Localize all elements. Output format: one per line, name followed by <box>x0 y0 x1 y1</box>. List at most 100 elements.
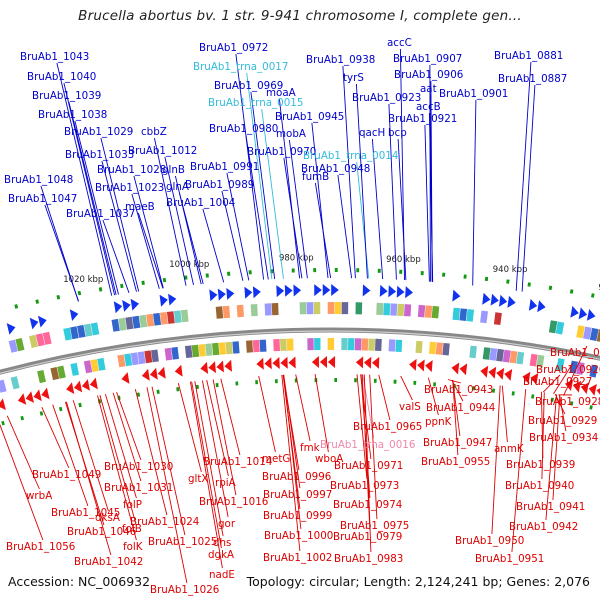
reverse-gene-label[interactable]: BruAb1_0974 <box>333 499 402 511</box>
reverse-gene-label[interactable]: BruAb1_0971 <box>334 460 403 472</box>
reverse-gene-label[interactable]: BruAb1_0939 <box>506 459 575 471</box>
forward-gene-label[interactable]: accC <box>387 37 412 49</box>
reverse-gene-label[interactable]: BruAb1_1056 <box>6 541 75 553</box>
reverse-gene-label[interactable]: BruAb1_1042 <box>74 556 143 568</box>
reverse-gene-label[interactable]: BruAb1_0965 <box>353 421 422 433</box>
forward-gene-label[interactable]: BruAb1_1037 <box>66 208 135 220</box>
forward-gene-label[interactable]: BruAb1_trna_0014 <box>303 150 398 162</box>
reverse-gene-label[interactable]: BruAb1_0934 <box>529 432 598 444</box>
reverse-gene-label[interactable]: BruAb1_0943 <box>424 384 493 396</box>
reverse-gene-label[interactable]: ppnK <box>425 416 452 428</box>
forward-gene-label[interactable]: tyrS <box>343 72 364 84</box>
reverse-gene-label[interactable]: BruAb1_1045 <box>51 507 120 519</box>
forward-gene-label[interactable]: moaA <box>266 87 296 99</box>
forward-gene-label[interactable]: BruAb1_0881 <box>494 50 563 62</box>
reverse-gene-label[interactable]: BruAb1_0979 <box>333 531 402 543</box>
forward-gene-label[interactable]: BruAb1_trna_0017 <box>193 61 288 73</box>
forward-gene-label[interactable]: BruAb1_trna_0015 <box>208 97 303 109</box>
reverse-gene-label[interactable]: BruAb1_0940 <box>505 480 574 492</box>
forward-gene-label[interactable]: BruAb1_0921 <box>388 113 457 125</box>
forward-gene-label[interactable]: BruAb1_0969 <box>214 80 283 92</box>
forward-gene-label[interactable]: BruAb1_0923 <box>352 92 421 104</box>
forward-gene-label[interactable]: fumB <box>302 171 329 183</box>
reverse-gene-label[interactable]: valS <box>399 401 421 413</box>
reverse-gene-label[interactable]: BruAb1_1031 <box>104 482 173 494</box>
forward-gene-label[interactable]: BruAb1_1033 <box>65 149 134 161</box>
forward-gene-label[interactable]: BruAb1_0972 <box>199 42 268 54</box>
forward-gene-label[interactable]: BruAb1_1040 <box>27 71 96 83</box>
forward-gene-label[interactable]: BruAb1_0907 <box>393 53 462 65</box>
forward-gene-label[interactable]: BruAb1_0938 <box>306 54 375 66</box>
reverse-gene-label[interactable]: BruAb1_0929 <box>528 415 597 427</box>
forward-gene-label[interactable]: BruAb1_1029 <box>64 126 133 138</box>
reverse-gene-label[interactable]: BruAb1_0996 <box>262 471 331 483</box>
reverse-gene-label[interactable]: folP <box>123 499 142 511</box>
reverse-gene-label[interactable]: BruAb1_1025 <box>148 536 217 548</box>
reverse-gene-label[interactable]: BruAb1_0926 <box>536 364 600 376</box>
reverse-gene-label[interactable]: BruAb1_0928 <box>535 396 600 408</box>
reverse-gene-label[interactable]: BruAb1_0950 <box>455 535 524 547</box>
reverse-gene-label[interactable]: BruAb1_1024 <box>130 516 199 528</box>
reverse-gene-label[interactable]: gor <box>218 518 236 530</box>
forward-gene-label[interactable]: cbbZ <box>141 126 167 138</box>
forward-gene-label[interactable]: glnA <box>166 181 189 193</box>
forward-gene-label[interactable]: qacH <box>359 127 385 139</box>
forward-gene-label[interactable]: BruAb1_1028 <box>97 164 166 176</box>
forward-gene-label[interactable]: BruAb1_0945 <box>275 111 344 123</box>
reverse-gene-label[interactable]: BruAb1_0999 <box>263 510 332 522</box>
reverse-gene-label[interactable]: BruAb1_1016 <box>199 496 268 508</box>
forward-gene-label[interactable]: BruAb1_1038 <box>38 109 107 121</box>
reverse-gene-label[interactable]: wboA <box>315 453 343 465</box>
reverse-gene-label[interactable]: folK <box>123 541 143 553</box>
reverse-gene-label[interactable]: nadE <box>209 569 235 581</box>
forward-gene-label[interactable]: glnB <box>162 164 185 176</box>
reverse-gene-label[interactable]: BruAb1_1049 <box>32 469 101 481</box>
reverse-gene-label[interactable]: dhs <box>213 537 231 549</box>
reverse-gene-label[interactable]: BruAb1_1026 <box>150 584 219 596</box>
reverse-gene-label[interactable]: dgkA <box>208 549 234 561</box>
forward-gene-label[interactable]: aat <box>420 83 437 95</box>
reverse-gene-label[interactable]: wrbA <box>26 490 52 502</box>
reverse-gene-label[interactable]: folB <box>122 523 142 535</box>
reverse-gene-label[interactable]: BruAb1_trna_0016 <box>320 439 415 451</box>
reverse-gene-label[interactable]: BruAb1_0942 <box>509 521 578 533</box>
reverse-gene-label[interactable]: gltX <box>188 473 209 485</box>
forward-gene-label[interactable]: BruAb1_1023 <box>95 182 164 194</box>
reverse-gene-label[interactable]: BruAb1_1014 <box>203 456 272 468</box>
reverse-gene-label[interactable]: BruAb1_0973 <box>330 480 399 492</box>
reverse-gene-label[interactable]: BruAb1_0975 <box>340 520 409 532</box>
forward-gene-label[interactable]: BruAb1_1043 <box>20 51 89 63</box>
reverse-gene-label[interactable]: metG <box>262 453 290 465</box>
forward-gene-label[interactable]: BruAb1_0901 <box>439 88 508 100</box>
forward-gene-label[interactable]: bcp <box>388 127 407 139</box>
forward-gene-label[interactable]: BruAb1_1012 <box>128 145 197 157</box>
forward-gene-label[interactable]: accB <box>416 101 441 113</box>
reverse-gene-label[interactable]: rpiA <box>215 477 236 489</box>
reverse-gene-label[interactable]: BruAb1_1030 <box>104 461 173 473</box>
forward-gene-label[interactable]: BruAb1_1047 <box>8 193 77 205</box>
forward-gene-label[interactable]: BruAb1_0991 <box>190 161 259 173</box>
reverse-gene-label[interactable]: BruAb1_0941 <box>516 501 585 513</box>
reverse-gene-label[interactable]: BruAb1_1046 <box>67 526 136 538</box>
forward-gene-label[interactable]: BruAb1_1004 <box>166 197 235 209</box>
reverse-gene-label[interactable]: BruAb1_0925 <box>550 347 600 359</box>
forward-gene-label[interactable]: BruAb1_0887 <box>498 73 567 85</box>
reverse-gene-label[interactable]: BruAb1_0944 <box>426 402 495 414</box>
reverse-gene-label[interactable]: BruAb1_0947 <box>423 437 492 449</box>
reverse-gene-label[interactable]: BruAb1_1002 <box>263 552 332 564</box>
reverse-gene-label[interactable]: BruAb1_1000 <box>264 530 333 542</box>
forward-gene-label[interactable]: BruAb1_0906 <box>394 69 463 81</box>
forward-gene-label[interactable]: BruAb1_0948 <box>301 163 370 175</box>
reverse-gene-label[interactable]: BruAb1_0951 <box>475 553 544 565</box>
reverse-gene-label[interactable]: anmK <box>494 443 524 455</box>
reverse-gene-label[interactable]: BruAb1_0927 <box>523 376 592 388</box>
forward-gene-label[interactable]: mobA <box>276 128 306 140</box>
reverse-gene-label[interactable]: dksA <box>95 512 120 524</box>
forward-gene-label[interactable]: BruAb1_0989 <box>185 179 254 191</box>
forward-gene-label[interactable]: maeB <box>125 201 155 213</box>
forward-gene-label[interactable]: BruAb1_0970 <box>247 146 316 158</box>
reverse-gene-label[interactable]: fmk <box>300 442 320 454</box>
forward-gene-label[interactable]: BruAb1_1048 <box>4 174 73 186</box>
reverse-gene-label[interactable]: BruAb1_0955 <box>421 456 490 468</box>
